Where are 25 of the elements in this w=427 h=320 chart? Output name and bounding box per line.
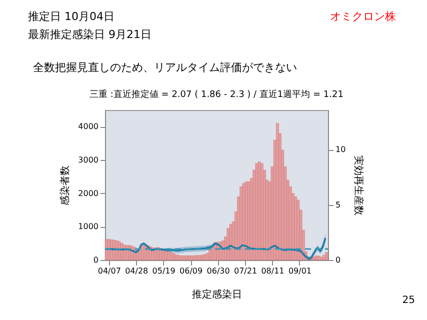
- y-tick-label: 1000: [78, 222, 98, 232]
- y-tick-label: 2000: [78, 188, 98, 198]
- x-tick-label: 08/11: [261, 266, 284, 276]
- text: オミクロン株: [330, 10, 396, 23]
- y-tick-label: 4000: [78, 122, 98, 132]
- x-tick-label: 05/19: [152, 266, 176, 276]
- y2-axis-title: 実効再生産数: [352, 156, 365, 216]
- text: 全数把握見直しのため、リアルタイム評価ができない: [33, 61, 297, 74]
- chart-title: 三重 :直近推定値 = 2.07 ( 1.86 - 2.3 ) / 直近1週平均 = 1.21: [90, 89, 344, 100]
- x-tick-label: 04/07: [98, 266, 121, 276]
- y2-tick-label: 10: [336, 145, 346, 154]
- x-axis-title: 推定感染日: [192, 288, 242, 300]
- x-tick-label: 09/01: [288, 266, 312, 276]
- text: 推定日 10月04日: [28, 10, 114, 23]
- x-tick-label: 07/21: [234, 266, 258, 276]
- y2-tick-label: 0: [336, 256, 341, 264]
- y-tick-label: 3000: [78, 156, 98, 164]
- x-tick-label: 06/30: [206, 266, 230, 276]
- text: 25: [402, 295, 415, 306]
- y-axis-title: 感染者数: [59, 166, 72, 206]
- x-tick-label: 06/09: [180, 266, 203, 276]
- x-tick-label: 04/28: [125, 266, 148, 276]
- text: 最新推定感染日 9月21日: [28, 28, 152, 41]
- y-tick-label: 0: [93, 256, 98, 264]
- y2-tick-label: 5: [336, 200, 341, 210]
